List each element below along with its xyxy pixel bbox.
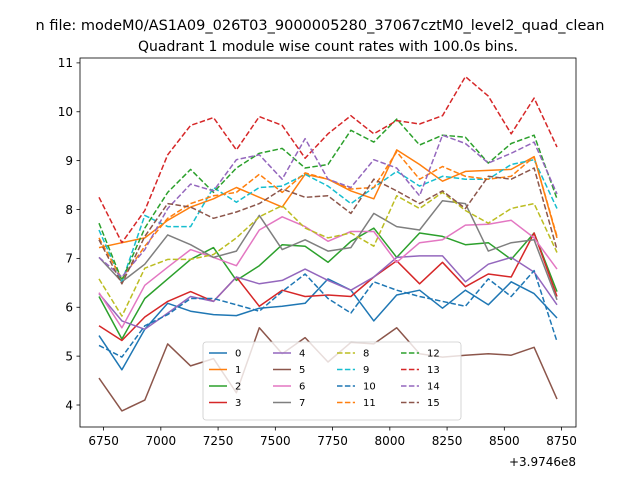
y-tick-label: 8: [65, 203, 73, 217]
series-line-0: [98, 278, 558, 371]
legend-label-8: 8: [363, 349, 369, 360]
legend-label-10: 10: [363, 382, 376, 393]
legend-label-1: 1: [235, 365, 241, 376]
legend-label-11: 11: [363, 398, 376, 409]
y-tick-label: 10: [58, 105, 73, 119]
plot-area: 6750 7000 7250 7500 7750 8000 8250 8500 87504567…: [58, 56, 577, 448]
legend-label-13: 13: [427, 365, 440, 376]
axes-frame: [79, 57, 577, 428]
y-tick-label: 11: [58, 56, 73, 70]
x-tick-label: 8500: [489, 434, 520, 448]
y-tick-label: 4: [65, 398, 73, 412]
x-tick-label: 7000: [146, 434, 177, 448]
series-line-10: [98, 269, 558, 358]
x-axis-offset-text: +3.9746e8: [509, 455, 576, 469]
series-line-3: [98, 232, 558, 342]
legend-label-4: 4: [299, 349, 305, 360]
y-tick-label: 9: [65, 154, 73, 168]
y-tick-label: 6: [65, 301, 73, 315]
legend-label-12: 12: [427, 349, 440, 360]
y-tick-label: 5: [65, 349, 73, 363]
x-tick-label: 7750: [317, 434, 348, 448]
series-line-15: [98, 167, 558, 285]
figure-suptitle: n file: modeM0/AS1A09_026T03_9000005280_…: [36, 18, 605, 34]
x-tick-label: 7250: [203, 434, 234, 448]
series-lines: [98, 75, 558, 412]
series-line-12: [98, 118, 558, 282]
legend-label-5: 5: [299, 365, 305, 376]
legend-label-14: 14: [427, 382, 440, 393]
series-line-6: [98, 216, 558, 329]
series-line-13: [98, 75, 558, 244]
x-tick-label: 6750: [88, 434, 119, 448]
series-line-4: [98, 255, 558, 331]
legend-label-2: 2: [235, 382, 241, 393]
x-tick-label: 8750: [546, 434, 577, 448]
y-tick-label: 7: [65, 252, 73, 266]
legend-label-9: 9: [363, 365, 369, 376]
legend-label-7: 7: [299, 398, 305, 409]
x-tick-label: 7500: [260, 434, 291, 448]
legend-label-3: 3: [235, 398, 241, 409]
series-line-8: [98, 191, 558, 317]
chart-title: Quadrant 1 module wise count rates with …: [138, 39, 518, 55]
legend-label-6: 6: [299, 382, 305, 393]
series-line-7: [98, 199, 558, 301]
legend-label-15: 15: [427, 398, 440, 409]
x-tick-label: 8250: [432, 434, 463, 448]
legend-label-0: 0: [235, 349, 241, 360]
series-line-14: [98, 134, 558, 278]
legend-box: [202, 341, 462, 421]
series-line-9: [98, 158, 558, 283]
x-tick-label: 8000: [375, 434, 406, 448]
series-line-2: [98, 227, 558, 340]
